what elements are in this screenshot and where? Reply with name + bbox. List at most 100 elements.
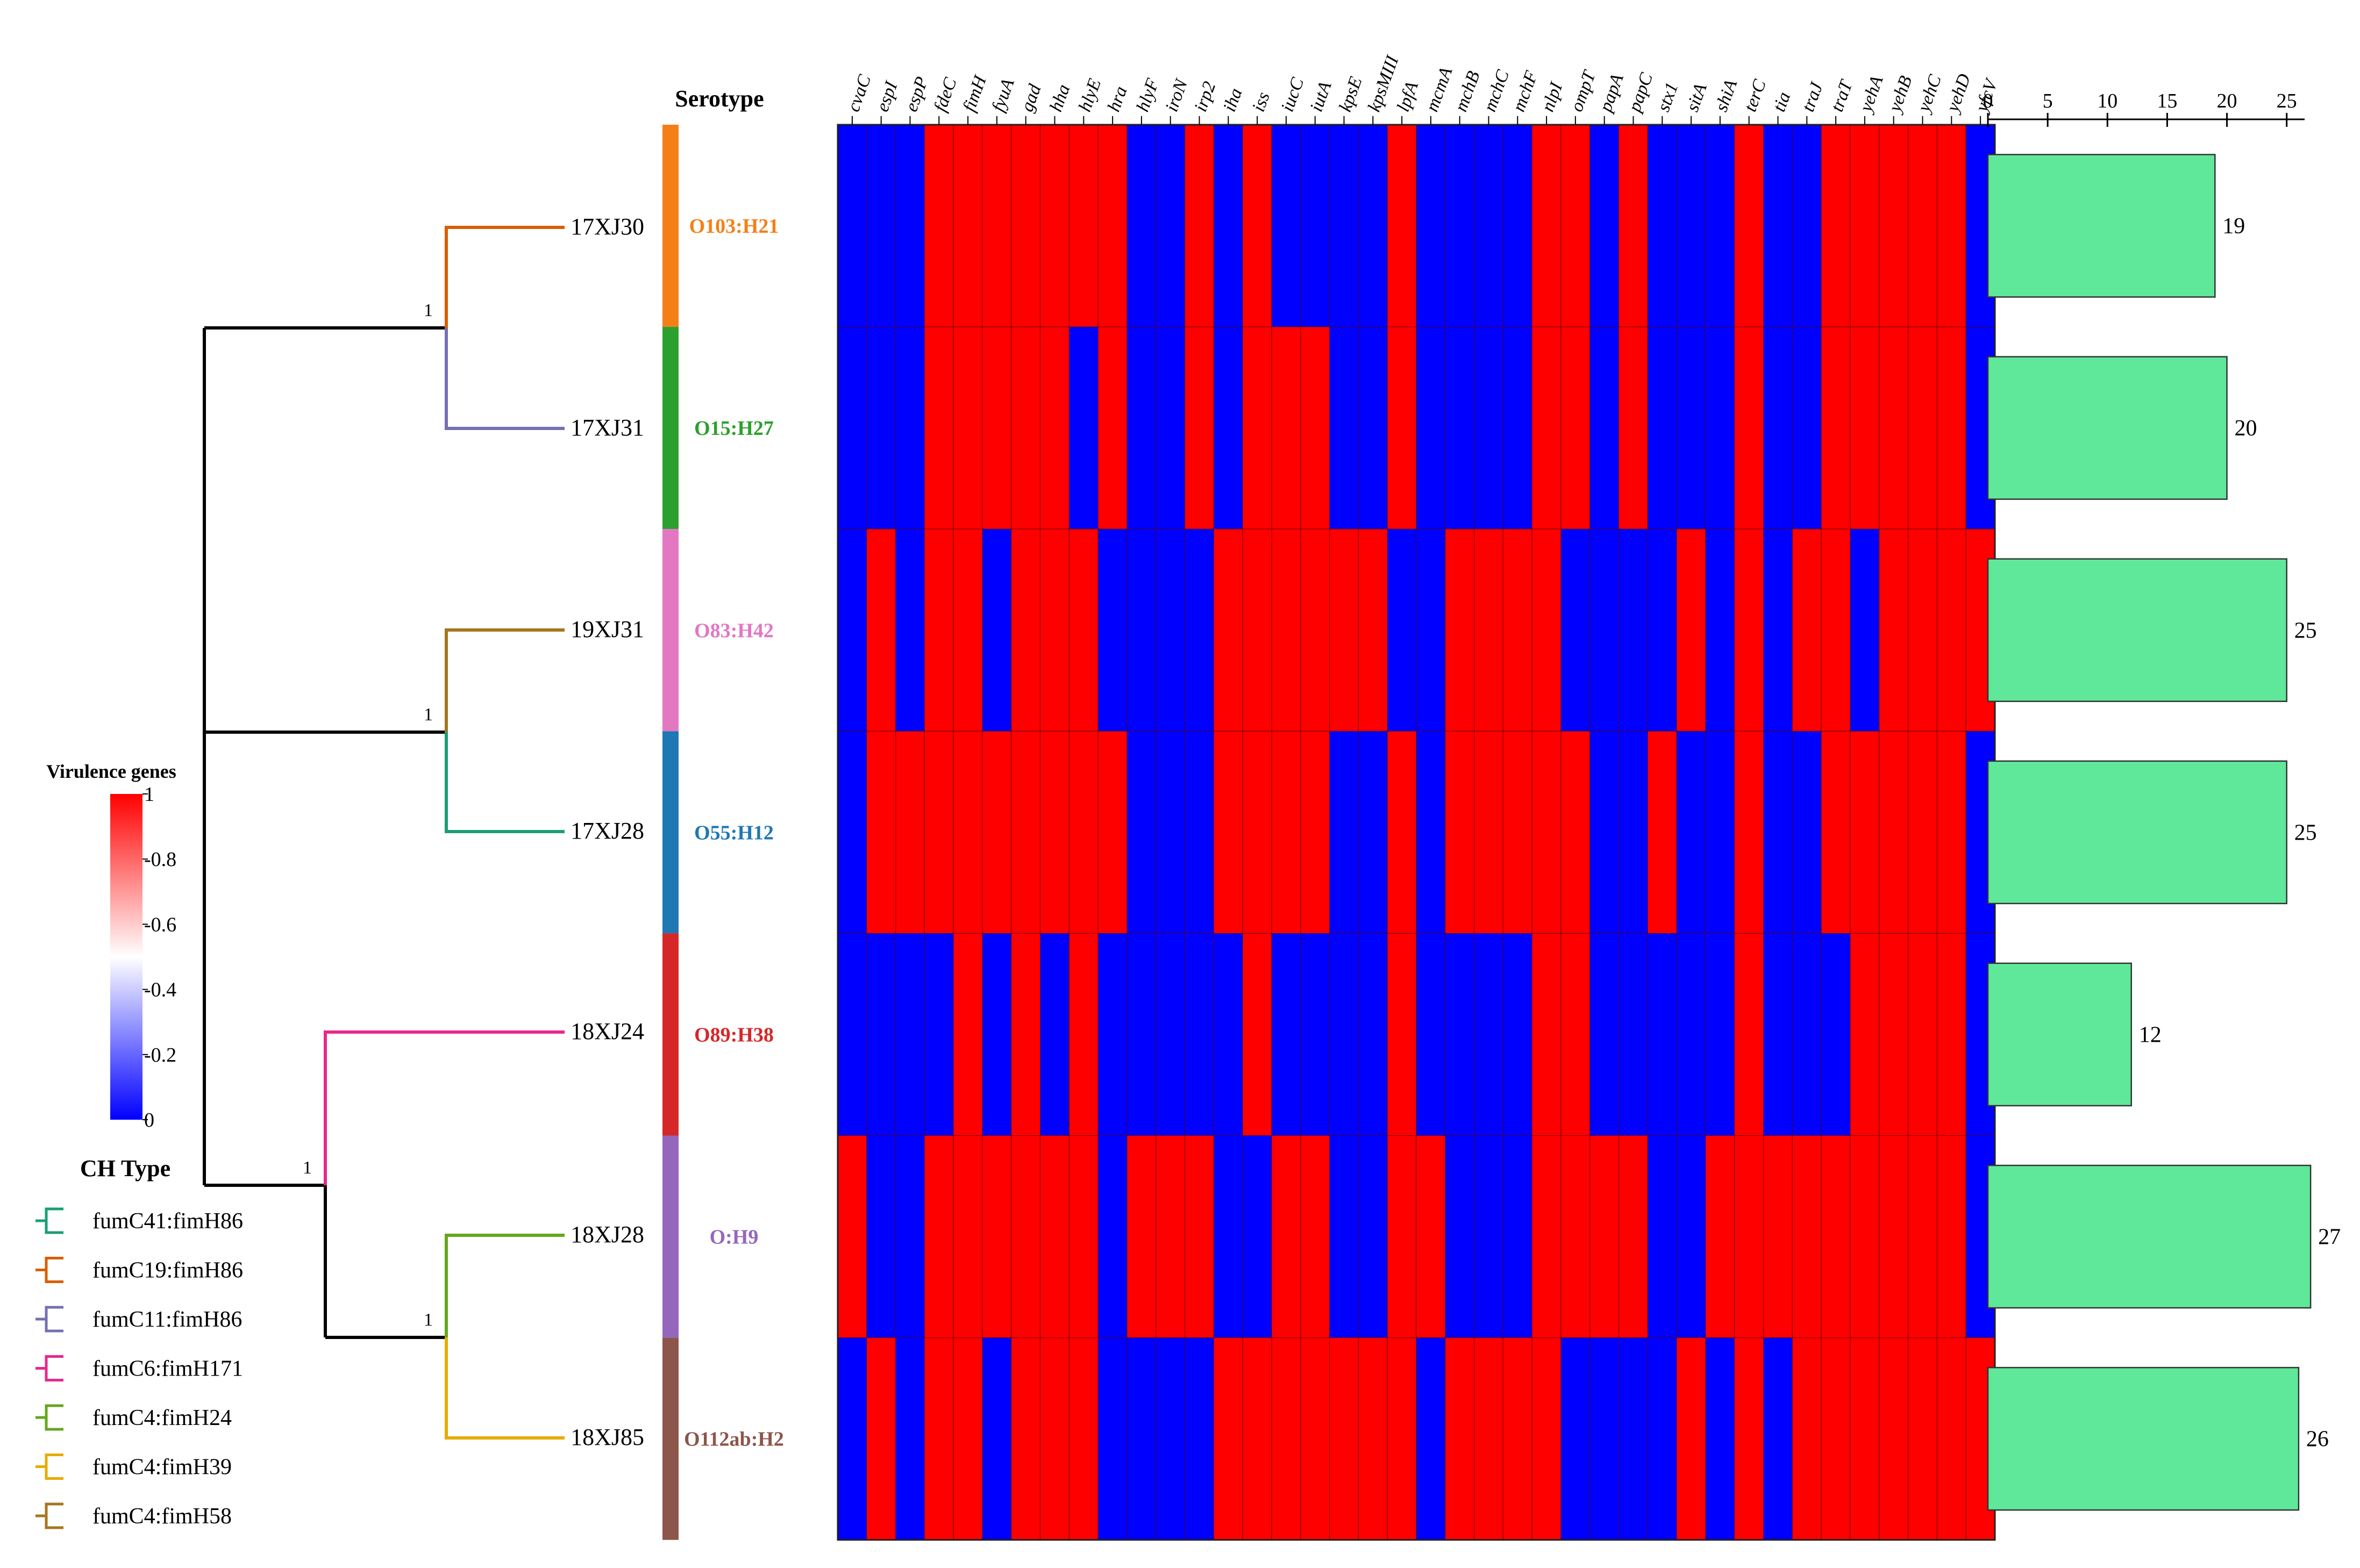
heatmap-column-label: iss xyxy=(1249,89,1274,114)
heatmap-cell xyxy=(1560,1135,1591,1338)
serotype-label: O15:H27 xyxy=(694,417,774,440)
heatmap-cell xyxy=(1300,124,1330,327)
heatmap-cell xyxy=(866,528,896,732)
heatmap-cell xyxy=(1936,124,1966,327)
tree-branch-18XJ24 xyxy=(324,1030,565,1185)
colorbar-tick-label: 0 xyxy=(144,1109,154,1132)
bar xyxy=(1987,962,2132,1107)
heatmap-cell xyxy=(866,1135,896,1338)
heatmap-cell xyxy=(1502,1337,1532,1541)
ch-type-label: fumC4:fimH39 xyxy=(92,1455,232,1480)
serotype-label: O83:H42 xyxy=(694,619,774,642)
heatmap-cell xyxy=(1474,124,1504,327)
heatmap-cell xyxy=(1387,528,1417,732)
heatmap-cell xyxy=(1126,528,1157,732)
ch-type-swatch-icon xyxy=(35,1404,63,1431)
serotype-label: O103:H21 xyxy=(689,215,779,238)
heatmap-cell xyxy=(1445,528,1475,732)
heatmap-cell xyxy=(1619,731,1649,934)
heatmap-cell xyxy=(1445,1337,1475,1541)
bar-value-label: 27 xyxy=(2318,1225,2341,1250)
heatmap-cell xyxy=(1763,1135,1793,1338)
heatmap-column-label: hha xyxy=(1046,82,1074,114)
heatmap-cell xyxy=(1502,326,1532,529)
heatmap-cell xyxy=(1792,1135,1822,1338)
heatmap-column-label: mchB xyxy=(1451,68,1484,114)
heatmap-cell xyxy=(837,1337,867,1541)
colorbar xyxy=(110,794,142,1120)
heatmap-cell xyxy=(1213,731,1243,934)
heatmap-column-label: lpfA xyxy=(1393,79,1422,114)
heatmap-cell xyxy=(1445,326,1475,529)
heatmap-cell xyxy=(1792,124,1822,327)
heatmap-cell xyxy=(1936,731,1966,934)
heatmap-cell xyxy=(1068,1135,1099,1338)
heatmap-cell xyxy=(1445,1135,1475,1338)
heatmap-cell xyxy=(1213,124,1243,327)
heatmap-cell xyxy=(1097,731,1128,934)
heatmap-cell xyxy=(1185,326,1215,529)
heatmap-column-label: iucC xyxy=(1278,75,1308,114)
heatmap-cell xyxy=(1936,1337,1966,1541)
heatmap-cell xyxy=(1329,528,1359,732)
heatmap-column-label: fdeC xyxy=(930,75,961,114)
bar xyxy=(1987,760,2287,905)
heatmap-cell xyxy=(1213,1337,1243,1541)
heatmap-cell xyxy=(1097,124,1128,327)
ch-type-title: CH Type xyxy=(80,1155,170,1182)
heatmap-cell xyxy=(1242,124,1272,327)
heatmap-cell xyxy=(1387,933,1417,1136)
heatmap-cell xyxy=(1416,124,1446,327)
heatmap-cell xyxy=(1474,933,1504,1136)
heatmap-cell xyxy=(1329,1337,1359,1541)
heatmap-cell xyxy=(1474,1337,1504,1541)
bar-axis-tick-label: 25 xyxy=(2277,90,2297,112)
tree-support-labels: 1 1 1 1 xyxy=(303,300,433,1330)
heatmap-cell xyxy=(1936,528,1966,732)
heatmap-cell xyxy=(1619,1337,1649,1541)
ch-type-swatch-icon xyxy=(35,1207,63,1234)
heatmap-cell xyxy=(895,326,925,529)
heatmap-cell xyxy=(1879,1337,1909,1541)
heatmap-cell xyxy=(1936,326,1966,529)
ch-type-swatch-icon xyxy=(35,1502,63,1529)
heatmap-cell xyxy=(1647,326,1677,529)
heatmap-cell xyxy=(1676,528,1706,732)
heatmap-cell xyxy=(1792,326,1822,529)
heatmap-cell xyxy=(1705,731,1735,934)
heatmap-cell xyxy=(1589,731,1620,934)
heatmap-cell xyxy=(1821,1337,1851,1541)
heatmap-cell xyxy=(1387,731,1417,934)
serotype-strip xyxy=(662,1135,679,1338)
heatmap-column-label: iutA xyxy=(1306,79,1335,114)
heatmap-cell xyxy=(1705,528,1735,732)
heatmap-cell xyxy=(982,731,1012,934)
heatmap-cell xyxy=(1271,326,1301,529)
heatmap-cell xyxy=(1676,1337,1706,1541)
strain-label: 19XJ31 xyxy=(571,616,644,642)
heatmap-cell xyxy=(895,124,925,327)
heatmap-cell xyxy=(1734,326,1764,529)
heatmap-cell xyxy=(1531,1337,1562,1541)
heatmap-cell xyxy=(1763,326,1793,529)
heatmap-cell xyxy=(982,326,1012,529)
heatmap-cell xyxy=(1329,1135,1359,1338)
heatmap-column-label: tia xyxy=(1769,89,1794,114)
heatmap-cell xyxy=(1531,528,1562,732)
heatmap-cell xyxy=(982,933,1012,1136)
heatmap-cell xyxy=(1068,1337,1099,1541)
heatmap-column-label: papA xyxy=(1595,71,1628,115)
heatmap-cell xyxy=(1156,933,1186,1136)
serotype-strips xyxy=(662,125,679,1540)
heatmap-cell xyxy=(1300,1135,1330,1338)
heatmap-cell xyxy=(1358,933,1388,1136)
heatmap-column-label: hra xyxy=(1104,84,1131,114)
heatmap-cell xyxy=(1676,933,1706,1136)
heatmap-cell xyxy=(1821,528,1851,732)
heatmap-cell xyxy=(1445,731,1475,934)
heatmap-cell xyxy=(1387,1337,1417,1541)
heatmap-cell xyxy=(1908,731,1938,934)
heatmap-cell xyxy=(866,933,896,1136)
heatmap-cell xyxy=(1647,731,1677,934)
heatmap-cell xyxy=(1589,528,1620,732)
